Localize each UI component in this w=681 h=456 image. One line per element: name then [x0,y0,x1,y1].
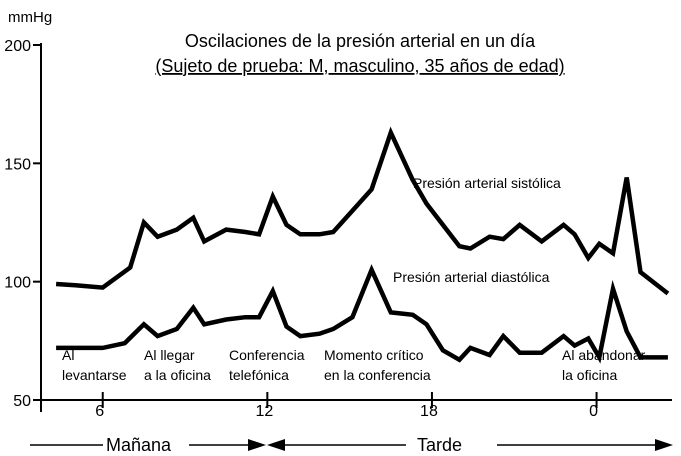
period-afternoon-arrowhead-right [655,439,673,451]
period-afternoon: Tarde [267,435,673,455]
period-morning-arrowhead [248,439,266,451]
period-afternoon-arrowhead-left [267,439,285,451]
annotation-leaving-office: Al abandonar la oficina [562,347,649,383]
y-tick-label-200: 200 [4,38,31,55]
x-tick-label-6: 6 [95,403,104,420]
y-axis-unit-label: mmHg [8,9,52,26]
period-morning: Mañana [30,435,266,455]
period-morning-label: Mañana [106,435,172,455]
series-lines [55,126,670,364]
x-tick-label-12: 12 [255,403,273,420]
series-label-diastolic: Presión arterial diastólica [393,269,550,285]
y-tick-label-100: 100 [4,275,31,292]
y-tick-label-50: 50 [13,393,31,410]
systolic-series-line [55,126,670,296]
period-afternoon-label: Tarde [417,435,462,455]
y-axis-ticks: 50 100 150 200 [4,38,41,410]
x-axis-ticks: 6 12 18 0 [95,392,598,420]
annotation-arriving-office: Al llegar a la oficina [144,347,211,383]
annotation-critical-moment: Momento crítico en la conferencia [324,347,431,383]
diastolic-series-line [56,264,668,364]
annotation-waking: Al levantarse [62,347,127,383]
chart-subtitle: (Sujeto de prueba: M, masculino, 35 años… [155,56,564,76]
x-tick-label-18: 18 [420,403,438,420]
y-tick-label-150: 150 [4,156,31,173]
x-tick-label-0: 0 [589,403,598,420]
annotation-phone-conference: Conferencia telefónica [229,347,308,383]
series-label-systolic: Presión arterial sistólica [413,175,561,191]
chart-title: Oscilaciones de la presión arterial en u… [185,31,536,51]
